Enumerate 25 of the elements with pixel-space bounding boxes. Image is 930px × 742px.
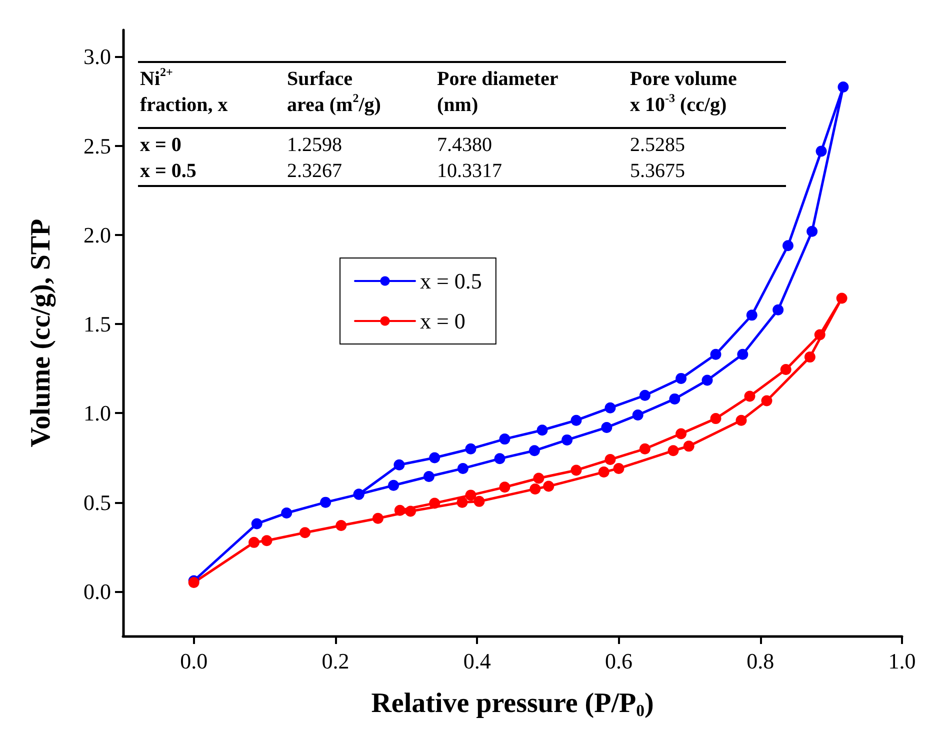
annotation: x = 0 xyxy=(140,134,182,156)
y-tick-label: 1.0 xyxy=(84,400,111,426)
annotation: 5.3675 xyxy=(630,160,685,182)
annotation: Pore diameter (nm) xyxy=(437,68,558,116)
annotation: 7.4380 xyxy=(437,134,492,156)
legend-label: x = 0 xyxy=(420,308,466,334)
y-tick-label: 3.0 xyxy=(84,44,111,70)
x-tick-label: 0.6 xyxy=(604,648,632,674)
y-tick-label: 2.5 xyxy=(84,133,111,158)
annotation: 1.2598 xyxy=(287,134,342,156)
y-tick-label: 0.5 xyxy=(84,490,111,515)
x-tick-label: 0.4 xyxy=(463,648,491,674)
annotation: x = 0.5 xyxy=(140,160,196,182)
x-tick-label: 0.8 xyxy=(746,648,774,674)
annotation: 2.3267 xyxy=(287,160,342,182)
x-tick-label: 0.2 xyxy=(322,648,350,674)
y-tick-label: 1.5 xyxy=(84,312,111,337)
legend-label: x = 0.5 xyxy=(420,268,482,294)
y-tick-label: 0.0 xyxy=(84,578,111,604)
y-axis-title: Volume (cc/g), STP xyxy=(26,218,56,448)
x-tick-label: 0.0 xyxy=(180,648,208,674)
annotation: 2.5285 xyxy=(630,134,685,156)
y-tick-label: 2.0 xyxy=(84,222,111,248)
x-tick-label: 1.0 xyxy=(888,648,916,674)
annotation: 10.3317 xyxy=(437,160,502,182)
